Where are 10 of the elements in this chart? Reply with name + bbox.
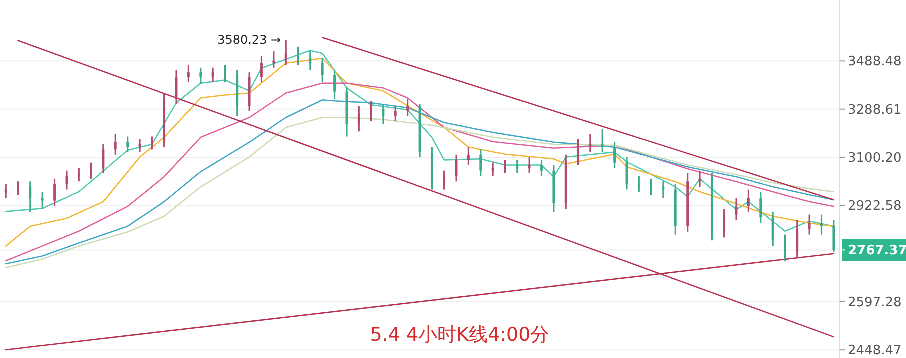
y-tick-label: 2597.28 (848, 295, 902, 310)
y-tick-label: 2767.37 (848, 244, 906, 259)
annotation: 3580.23 → (218, 32, 282, 47)
y-tick-label: 3100.20 (848, 151, 902, 166)
y-tick-label: 2448.47 (848, 344, 902, 358)
y-tick-label: 3488.48 (848, 54, 902, 70)
y-tick-label: 3288.61 (848, 102, 902, 118)
text: 5.4 4小时K线4:00分 (370, 324, 550, 346)
current-price-label: 2767.37 (840, 239, 906, 262)
y-tick-label: 2922.58 (848, 199, 902, 214)
